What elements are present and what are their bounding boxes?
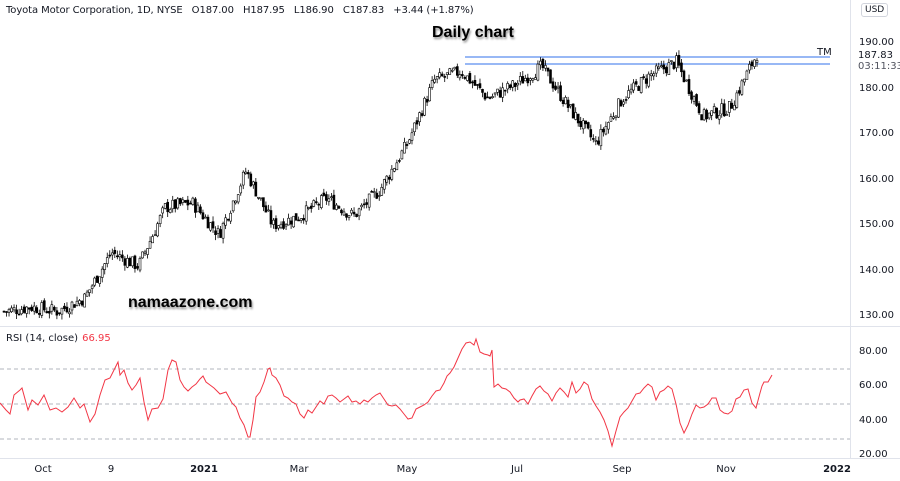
rsi-line [0,337,773,448]
watermark-text: namaazone.com [128,294,253,311]
symbol-title[interactable]: Toyota Motor Corporation, 1D, NYSE [6,5,183,16]
time-tick-2022: 2022 [823,464,851,475]
time-tick-2021: 2021 [190,464,218,475]
pane-separator[interactable] [0,326,900,327]
chart-title-annotation: Daily chart [432,24,514,41]
price-tick-140: 140.00 [859,265,894,276]
time-tick-may: May [396,464,418,475]
candlestick-series [2,50,759,320]
price-tick-190: 190.00 [859,37,894,48]
last-price-label: 187.83 03:11:33 [858,50,900,72]
rsi-label[interactable]: RSI (14, close) [6,333,79,344]
currency-badge[interactable]: USD [861,3,889,17]
price-tick-170: 170.00 [859,128,894,139]
time-tick-nov: Nov [716,464,736,475]
rsi-legend: RSI (14, close) 66.95 [6,333,111,344]
rsi-tick-40: 40.00 [859,415,888,426]
time-tick-sep: Sep [612,464,632,475]
symbol-legend: Toyota Motor Corporation, 1D, NYSE O187.… [6,5,480,16]
ohlc-close: C187.83 [342,5,385,16]
ohlc-high: H187.95 [242,5,285,16]
rsi-tick-20: 20.00 [859,449,888,458]
time-axis[interactable]: Oct 9 2021 Mar May Jul Sep Nov 2022 [0,458,900,481]
symbol-tag: TM [817,47,832,58]
time-tick-oct: Oct [34,464,52,475]
price-axis[interactable]: 190.00 180.00 170.00 160.00 150.00 140.0… [850,0,900,458]
time-tick-jul: Jul [510,464,524,475]
price-tick-160: 160.00 [859,174,894,185]
rsi-value: 66.95 [82,333,111,344]
price-tick-180: 180.00 [859,83,894,94]
time-tick-9: 9 [107,464,115,475]
ohlc-open: O187.00 [191,5,234,16]
time-tick-mar: Mar [289,464,309,475]
price-tick-150: 150.00 [859,219,894,230]
price-tick-130: 130.00 [859,310,894,321]
last-price-value: 187.83 [858,50,893,61]
rsi-tick-60: 60.00 [859,380,888,391]
rsi-tick-80: 80.00 [859,346,888,357]
ohlc-low: L186.90 [293,5,334,16]
bar-countdown: 03:11:33 [858,61,900,72]
price-change: +3.44 (+1.87%) [393,5,474,16]
